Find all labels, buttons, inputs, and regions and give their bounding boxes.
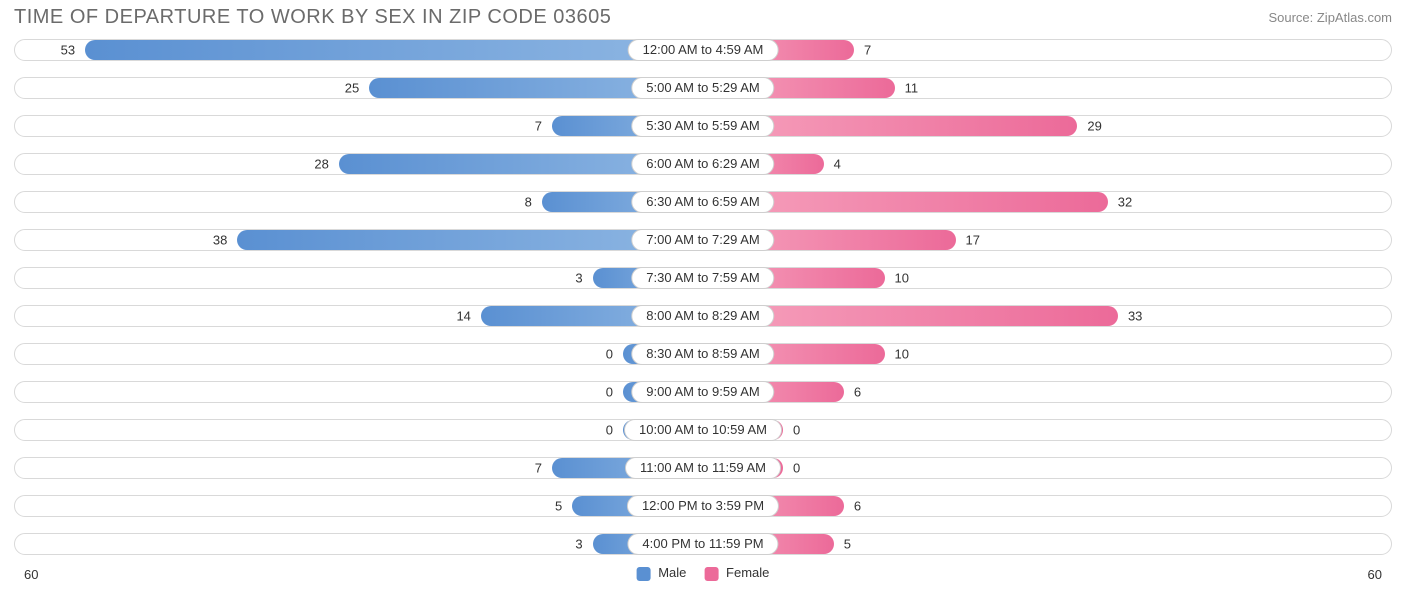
chart-row: 10:00 AM to 10:59 AM 0 0 [14, 413, 1392, 447]
category-label: 5:30 AM to 5:59 AM [631, 115, 774, 137]
female-value: 7 [864, 43, 871, 58]
female-value: 0 [793, 423, 800, 438]
male-value: 3 [575, 537, 582, 552]
chart-row: 9:00 AM to 9:59 AM 0 6 [14, 375, 1392, 409]
chart-row: 11:00 AM to 11:59 AM 7 0 [14, 451, 1392, 485]
chart-row: 4:00 PM to 11:59 PM 3 5 [14, 527, 1392, 561]
axis-max-right: 60 [1368, 567, 1382, 582]
chart-row: 7:30 AM to 7:59 AM 3 10 [14, 261, 1392, 295]
legend-male-label: Male [658, 565, 686, 580]
male-value: 0 [606, 385, 613, 400]
category-label: 5:00 AM to 5:29 AM [631, 77, 774, 99]
female-value: 32 [1118, 195, 1132, 210]
category-label: 8:30 AM to 8:59 AM [631, 343, 774, 365]
category-label: 6:00 AM to 6:29 AM [631, 153, 774, 175]
male-bar [85, 40, 703, 60]
female-value: 4 [834, 157, 841, 172]
category-label: 8:00 AM to 8:29 AM [631, 305, 774, 327]
chart-body: 12:00 AM to 4:59 AM5375:00 AM to 5:29 AM… [0, 33, 1406, 561]
chart-row: 12:00 PM to 3:59 PM 5 6 [14, 489, 1392, 523]
female-value: 6 [854, 499, 861, 514]
male-value: 8 [525, 195, 532, 210]
female-value: 17 [966, 233, 980, 248]
male-value: 5 [555, 499, 562, 514]
male-value: 25 [345, 81, 359, 96]
female-value: 33 [1128, 309, 1142, 324]
male-value: 7 [535, 119, 542, 134]
category-label: 12:00 AM to 4:59 AM [628, 39, 779, 61]
male-value: 0 [606, 423, 613, 438]
category-label: 10:00 AM to 10:59 AM [624, 419, 782, 441]
male-value: 3 [575, 271, 582, 286]
category-label: 12:00 PM to 3:59 PM [627, 495, 779, 517]
chart-row: 7:00 AM to 7:29 AM 38 17 [14, 223, 1392, 257]
chart-row: 5:30 AM to 5:59 AM 7 29 [14, 109, 1392, 143]
legend-female: Female [704, 565, 769, 581]
chart-legend: Male Female [637, 565, 770, 581]
female-value: 11 [905, 81, 919, 96]
female-value: 5 [844, 537, 851, 552]
chart-row: 8:30 AM to 8:59 AM 0 10 [14, 337, 1392, 371]
category-label: 4:00 PM to 11:59 PM [627, 533, 778, 555]
chart-row: 5:00 AM to 5:29 AM 25 11 [14, 71, 1392, 105]
female-value: 10 [895, 271, 909, 286]
male-value: 28 [314, 157, 328, 172]
male-value: 38 [213, 233, 227, 248]
female-value: 10 [895, 347, 909, 362]
legend-male: Male [637, 565, 687, 581]
chart-title: TIME OF DEPARTURE TO WORK BY SEX IN ZIP … [14, 6, 611, 29]
chart-row: 8:00 AM to 8:29 AM 14 33 [14, 299, 1392, 333]
chart-row: 6:00 AM to 6:29 AM 28 4 [14, 147, 1392, 181]
category-label: 7:30 AM to 7:59 AM [631, 267, 774, 289]
female-value: 0 [793, 461, 800, 476]
male-value: 0 [606, 347, 613, 362]
female-value: 29 [1087, 119, 1101, 134]
legend-female-label: Female [726, 565, 769, 580]
chart-header: TIME OF DEPARTURE TO WORK BY SEX IN ZIP … [0, 0, 1406, 33]
category-label: 9:00 AM to 9:59 AM [631, 381, 774, 403]
axis-max-left: 60 [24, 567, 38, 582]
legend-swatch-male [637, 567, 651, 581]
category-label: 11:00 AM to 11:59 AM [625, 457, 781, 479]
axis-row: 60 Male Female 60 [0, 565, 1406, 589]
category-label: 6:30 AM to 6:59 AM [631, 191, 774, 213]
category-label: 7:00 AM to 7:29 AM [631, 229, 774, 251]
legend-swatch-female [704, 567, 718, 581]
chart-source: Source: ZipAtlas.com [1268, 10, 1392, 25]
male-value: 7 [535, 461, 542, 476]
male-value: 14 [456, 309, 470, 324]
male-value: 53 [61, 43, 75, 58]
female-value: 6 [854, 385, 861, 400]
chart-row: 6:30 AM to 6:59 AM 8 32 [14, 185, 1392, 219]
chart-row: 12:00 AM to 4:59 AM 53 7 [14, 33, 1392, 67]
